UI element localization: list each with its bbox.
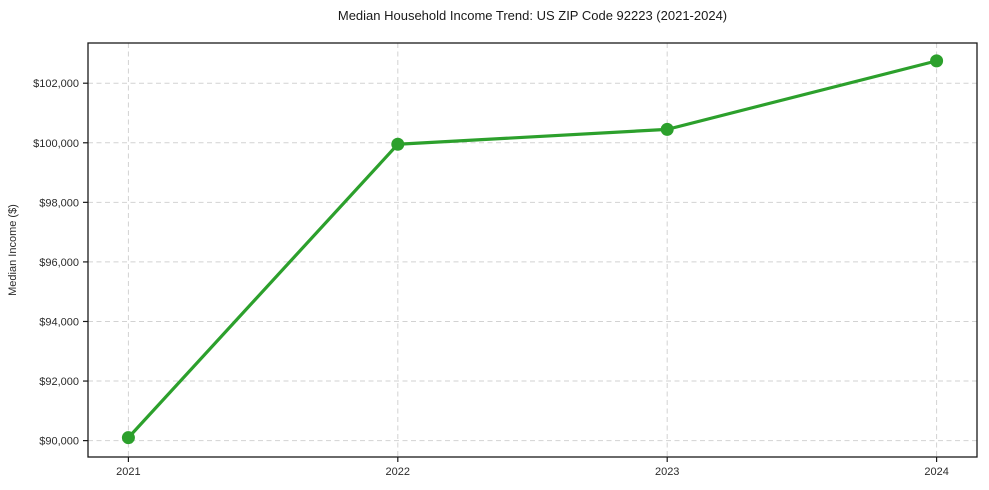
data-point-2021 bbox=[121, 431, 135, 445]
y-tick-label: $94,000 bbox=[39, 316, 79, 328]
x-tick-label: 2023 bbox=[655, 466, 679, 478]
y-tick-label: $96,000 bbox=[39, 257, 79, 269]
data-point-2023 bbox=[660, 122, 674, 136]
y-tick-label: $98,000 bbox=[39, 197, 79, 209]
x-tick-label: 2021 bbox=[116, 466, 140, 478]
y-tick-label: $92,000 bbox=[39, 376, 79, 388]
y-axis-title: Median Income ($) bbox=[7, 204, 19, 296]
y-tick-label: $90,000 bbox=[39, 436, 79, 448]
x-tick-label: 2022 bbox=[386, 466, 410, 478]
x-tick-label: 2024 bbox=[924, 466, 948, 478]
plot-border bbox=[87, 42, 978, 458]
data-point-2022 bbox=[391, 137, 405, 151]
trend-line bbox=[126, 59, 939, 440]
y-tick-label: $102,000 bbox=[33, 78, 79, 90]
y-tick-label: $100,000 bbox=[33, 138, 79, 150]
data-point-2024 bbox=[930, 54, 944, 68]
chart-title: Median Household Income Trend: US ZIP Co… bbox=[337, 8, 728, 23]
